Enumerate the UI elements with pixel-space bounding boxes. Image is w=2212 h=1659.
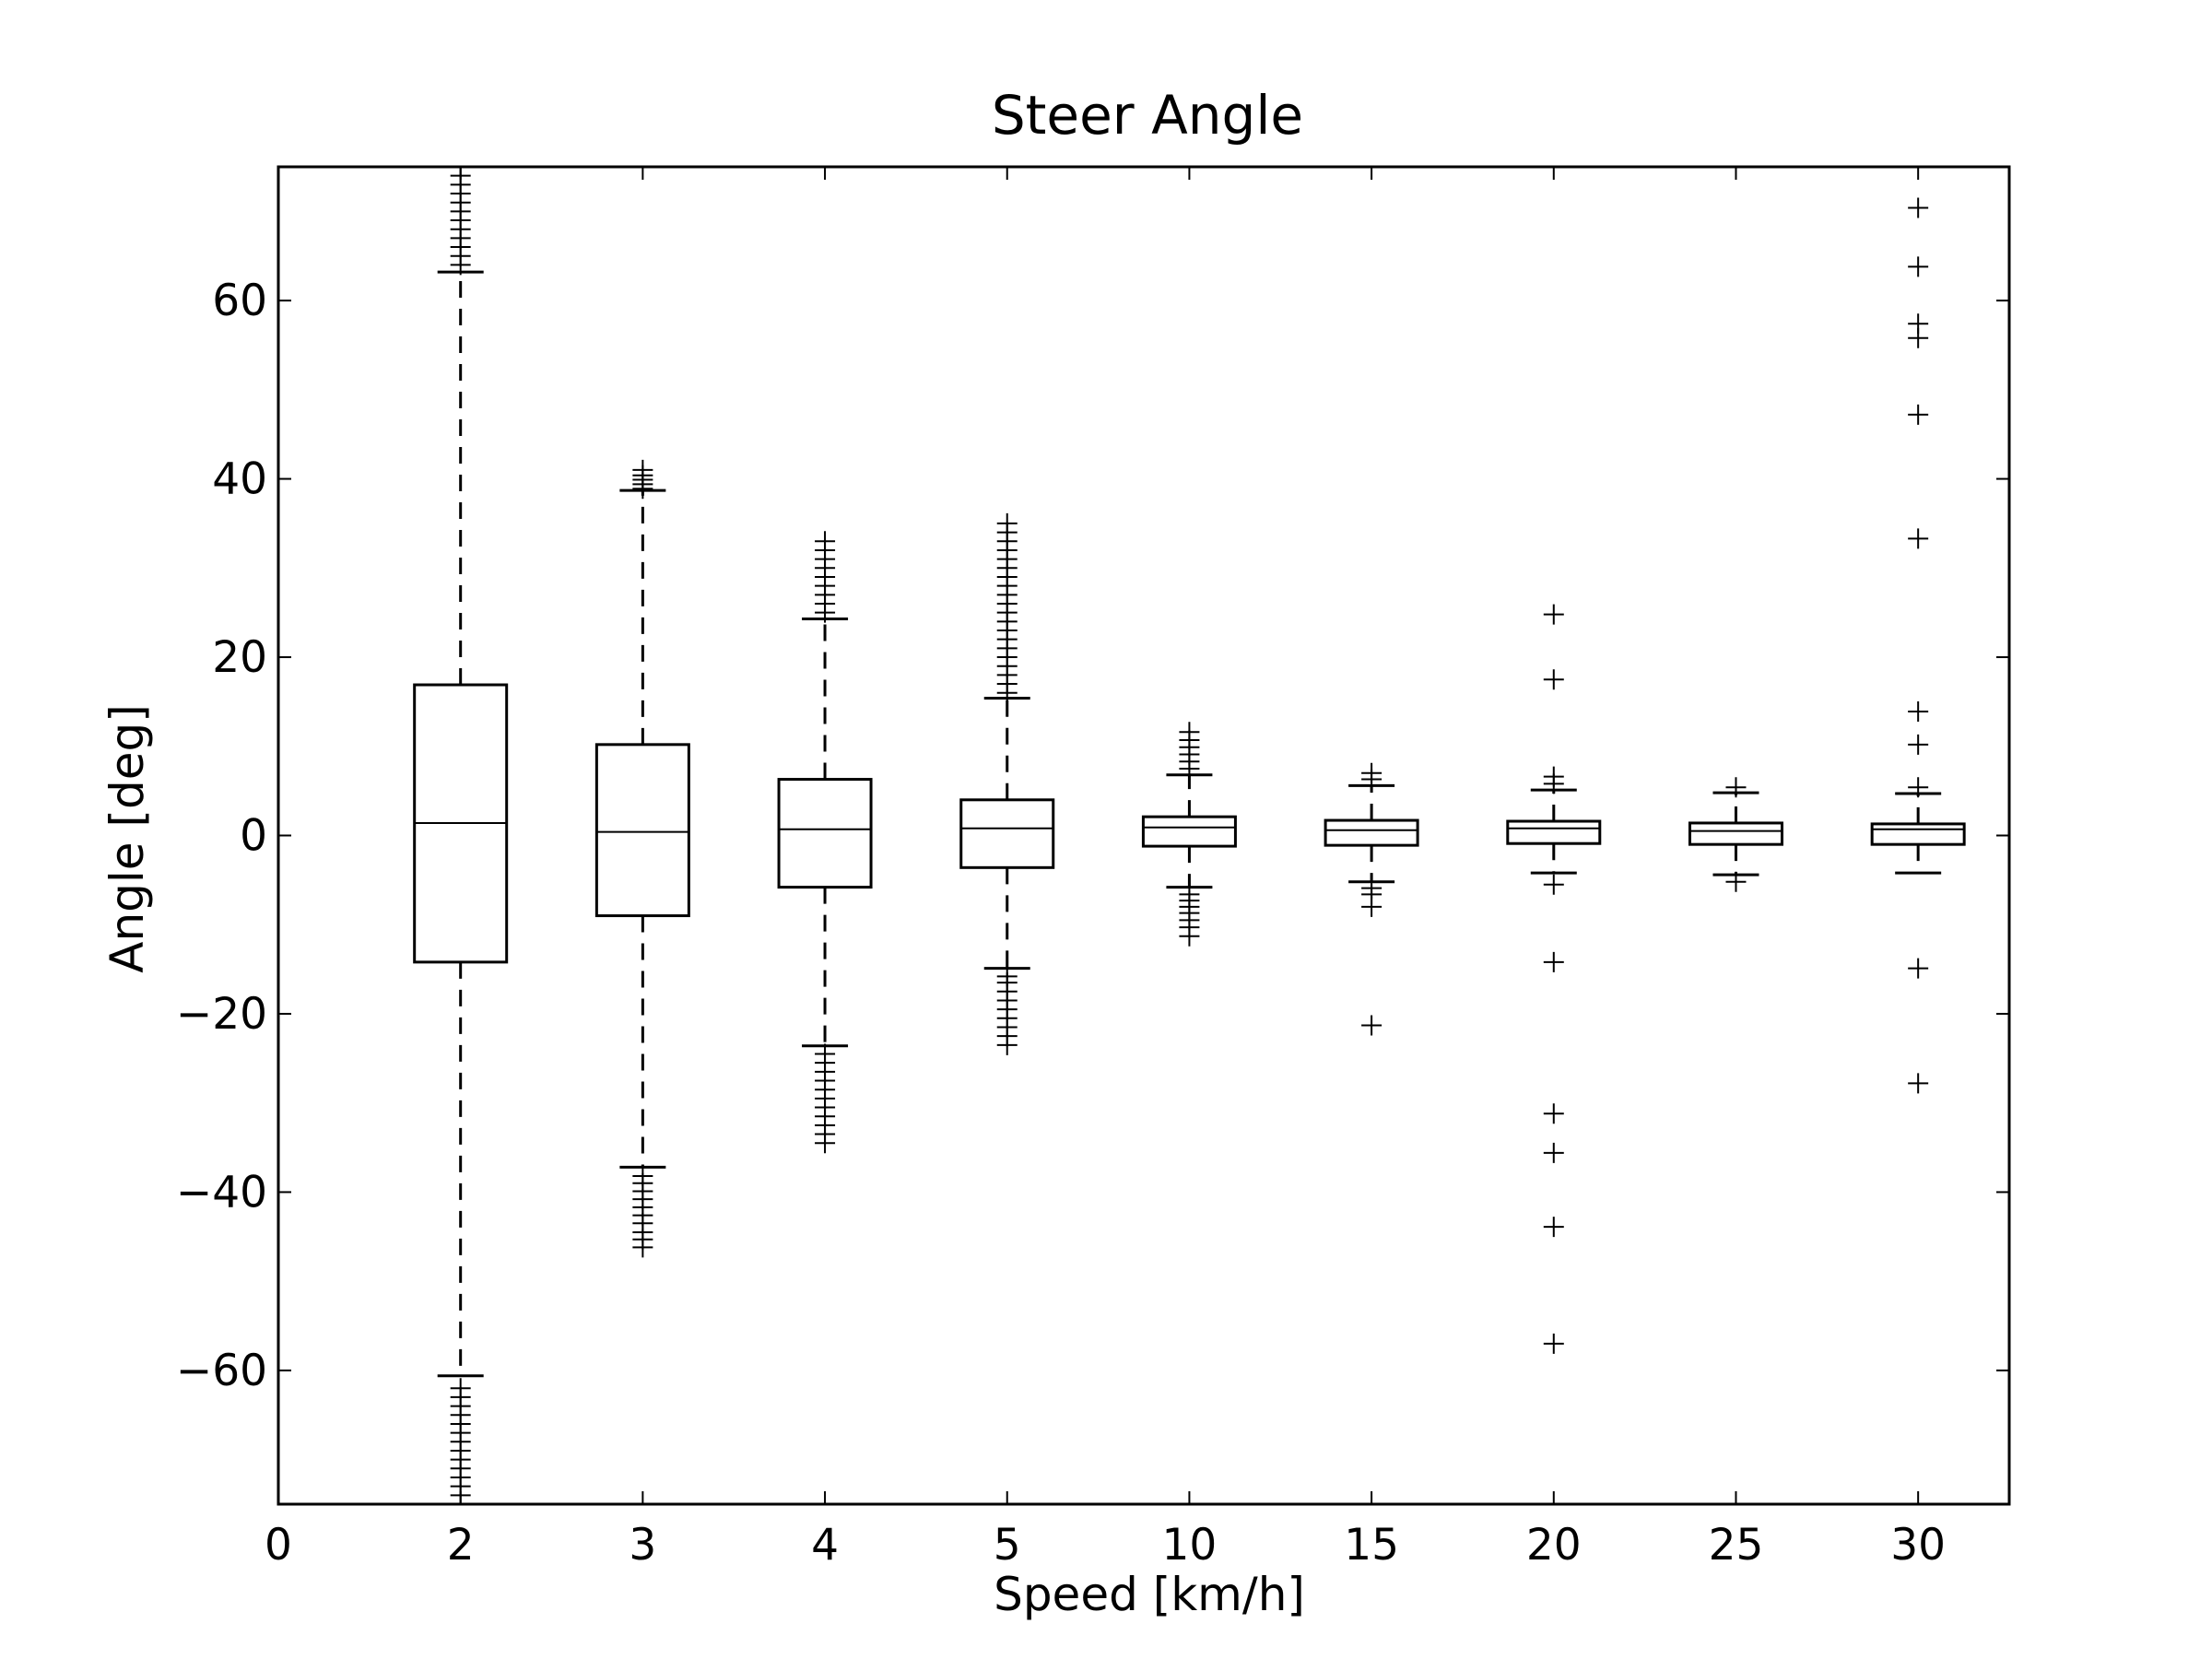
iqr-box	[1141, 815, 1237, 848]
flier-marker	[1908, 701, 1929, 723]
flier-marker	[996, 966, 1018, 987]
flier-marker	[1725, 777, 1747, 798]
x-tick-label: 30	[1890, 1520, 1946, 1571]
flier-marker	[1908, 256, 1929, 277]
x-tick-label: 20	[1526, 1520, 1582, 1571]
x-tick-label: 15	[1344, 1520, 1399, 1571]
box-group-15	[1324, 762, 1419, 1036]
box-group-20	[1506, 604, 1602, 1354]
box-group-4	[777, 531, 873, 1154]
flier-marker	[1543, 604, 1564, 625]
x-tick-label: 0	[265, 1520, 292, 1571]
iqr-box	[1870, 822, 1966, 846]
x-tick-label: 4	[811, 1520, 839, 1571]
y-tick-label: 0	[240, 811, 267, 862]
plot-area	[276, 165, 2011, 1506]
x-tick-label: 5	[994, 1520, 1021, 1571]
flier-marker	[1361, 877, 1382, 899]
box-group-30	[1870, 197, 1966, 1094]
flier-marker	[1543, 1333, 1564, 1354]
flier-marker	[1908, 197, 1929, 218]
flier-marker	[1179, 884, 1200, 905]
y-axis: −60 −40 −20 0 20 40 60	[176, 276, 2009, 1396]
x-axis: 0 2 3 4 5 10 15 20 25 30	[265, 167, 1946, 1571]
y-axis-label: Angle [deg]	[100, 704, 154, 972]
flier-marker	[1543, 1217, 1564, 1238]
flier-marker	[632, 459, 653, 480]
x-tick-label: 3	[629, 1520, 656, 1571]
flier-marker	[1543, 1103, 1564, 1124]
box-marks	[413, 167, 1966, 1504]
flier-marker	[1543, 951, 1564, 972]
y-tick-label: −40	[176, 1167, 267, 1218]
x-tick-label: 2	[447, 1520, 475, 1571]
flier-marker	[1361, 762, 1382, 783]
flier-marker	[1908, 958, 1929, 979]
flier-marker	[632, 1166, 653, 1187]
flier-marker	[1543, 766, 1564, 787]
iqr-box	[1506, 819, 1602, 845]
flier-marker	[996, 512, 1018, 534]
iqr-box	[959, 798, 1055, 869]
flier-marker	[1908, 734, 1929, 755]
y-tick-label: 40	[212, 454, 267, 505]
box-group-10	[1141, 722, 1237, 947]
flier-marker	[815, 1043, 836, 1065]
box-group-3	[594, 459, 690, 1258]
flier-marker	[1908, 313, 1929, 335]
x-tick-label: 10	[1162, 1520, 1218, 1571]
y-tick-label: −20	[176, 989, 267, 1040]
flier-marker	[1908, 528, 1929, 549]
flier-marker	[450, 1378, 471, 1399]
flier-marker	[1361, 1015, 1382, 1036]
y-tick-label: −60	[176, 1346, 267, 1396]
box-group-5	[959, 512, 1055, 1055]
x-tick-label: 25	[1709, 1520, 1764, 1571]
iqr-box	[1688, 821, 1783, 846]
flier-marker	[1908, 404, 1929, 425]
flier-marker	[1543, 874, 1564, 895]
iqr-box	[594, 743, 690, 918]
flier-marker	[1179, 722, 1200, 743]
flier-marker	[1908, 1073, 1929, 1094]
flier-marker	[1543, 1142, 1564, 1163]
flier-marker	[1908, 777, 1929, 798]
chart-title: Steer Angle	[992, 84, 1303, 147]
flier-marker	[1543, 669, 1564, 690]
box-group-25	[1688, 777, 1783, 892]
x-axis-label: Speed [km/h]	[994, 1568, 1305, 1621]
y-tick-label: 20	[212, 632, 267, 683]
flier-marker	[815, 531, 836, 552]
iqr-box	[1324, 818, 1419, 847]
iqr-box	[777, 778, 873, 889]
y-tick-label: 60	[212, 276, 267, 326]
box-group-2	[413, 167, 509, 1504]
flier-marker	[1725, 871, 1747, 892]
